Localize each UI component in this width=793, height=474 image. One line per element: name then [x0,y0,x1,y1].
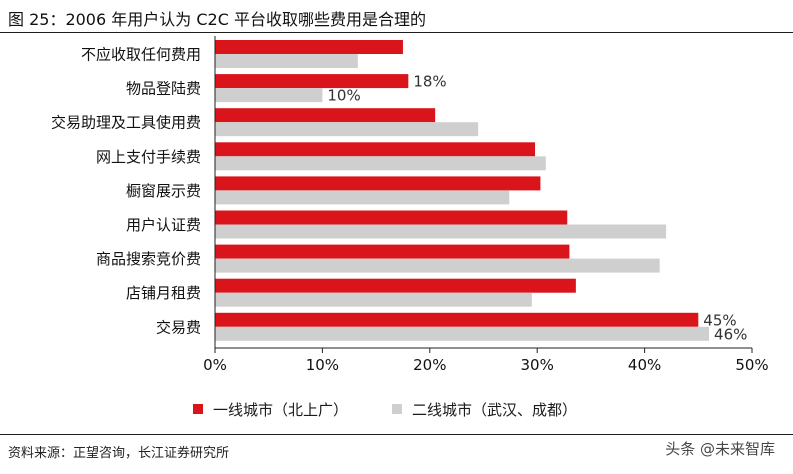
data-label: 46% [714,325,747,343]
source-note: 资料来源：正望咨询，长江证券研究所 [8,446,230,461]
category-label: 交易助理及工具使用费 [51,114,201,132]
bar-series-2 [215,156,546,171]
x-tick-label: 50% [735,356,768,374]
legend-label-series-1: 一线城市（北上广） [213,400,349,419]
bar-series-1 [215,74,409,89]
category-label: 橱窗展示费 [126,182,201,200]
bar-series-2 [215,224,667,239]
bar-series-1 [215,312,699,327]
chart-title: 图 25：2006 年用户认为 C2C 平台收取哪些费用是合理的 [8,10,426,29]
legend: 一线城市（北上广） 二线城市（武汉、成都） [193,398,621,420]
x-tick-label: 0% [203,356,227,374]
legend-item-series-1: 一线城市（北上广） [193,399,348,420]
category-label: 交易费 [156,318,201,336]
x-tick-label: 30% [521,356,554,374]
bar-series-1 [215,108,436,123]
watermark: 头条 @未来智库 [665,440,775,458]
bar-series-2 [215,292,532,307]
bar-series-1 [215,210,568,225]
category-label: 不应收取任何费用 [81,46,201,64]
bar-series-2 [215,88,323,103]
category-label: 物品登陆费 [126,80,201,98]
bar-series-1 [215,244,570,259]
bar-series-2 [215,258,660,273]
bar-series-1 [215,278,576,293]
x-tick-label: 10% [306,356,339,374]
data-label: 45% [703,311,736,329]
bar-series-1 [215,176,541,191]
data-label: 10% [327,87,360,105]
bar-series-1 [215,40,403,54]
bar-series-1 [215,142,536,157]
legend-item-series-2: 二线城市（武汉、成都） [392,399,577,420]
category-label: 店铺月租费 [126,284,201,302]
data-label: 18% [413,73,446,91]
category-label: 商品搜索竞价费 [96,250,201,268]
top-divider [0,32,793,33]
legend-swatch-series-1 [193,404,203,414]
legend-label-series-2: 二线城市（武汉、成都） [412,400,578,419]
category-label: 网上支付手续费 [96,148,201,166]
bar-series-2 [215,122,479,137]
bar-series-2 [215,54,358,68]
x-tick-label: 40% [628,356,661,374]
bar-chart: 不应收取任何费用物品登陆费交易助理及工具使用费网上支付手续费橱窗展示费用户认证费… [51,36,769,374]
category-label: 用户认证费 [126,216,201,234]
bar-series-2 [215,326,710,341]
legend-swatch-series-2 [392,404,403,414]
bottom-divider [0,434,793,435]
bar-series-2 [215,190,510,205]
x-tick-label: 20% [413,356,446,374]
